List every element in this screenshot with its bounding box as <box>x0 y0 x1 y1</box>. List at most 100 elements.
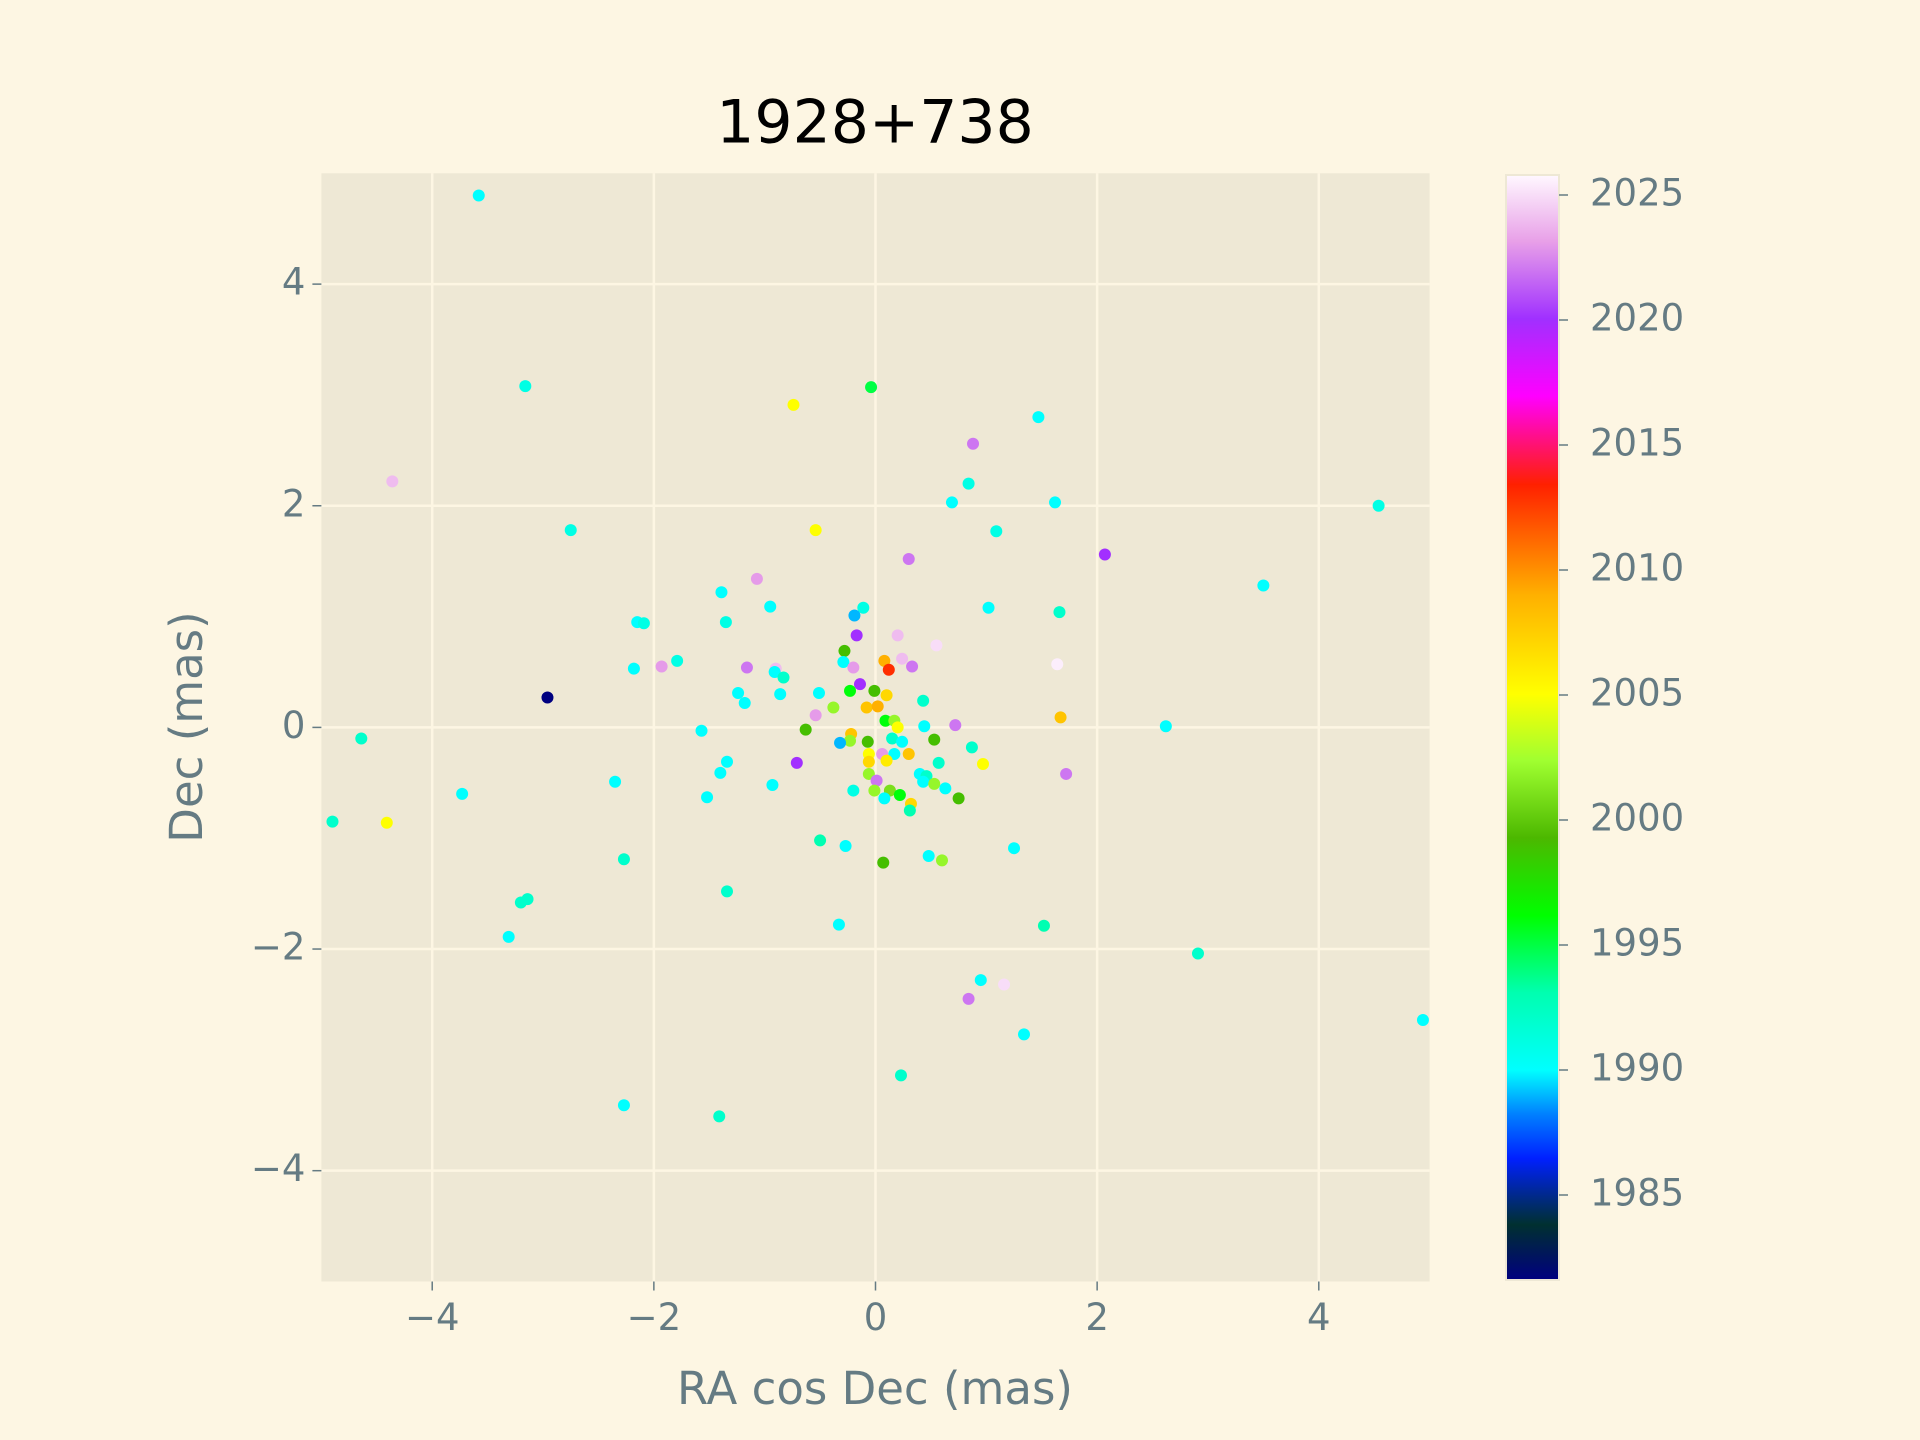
point <box>877 856 890 869</box>
point <box>456 787 469 800</box>
point <box>655 660 668 673</box>
point <box>715 586 728 599</box>
point <box>790 756 803 769</box>
point <box>809 709 822 722</box>
point <box>868 784 881 797</box>
point <box>519 380 532 393</box>
point <box>847 784 860 797</box>
x-tick-label: 4 <box>1307 1296 1331 1339</box>
point <box>878 654 891 667</box>
colorbar-tick-label: 2010 <box>1590 547 1684 590</box>
point <box>713 1110 726 1123</box>
point <box>949 719 962 732</box>
point <box>853 678 866 691</box>
point <box>878 792 891 805</box>
point <box>903 804 916 817</box>
point <box>609 775 622 788</box>
point <box>617 1099 630 1112</box>
colorbar-tick-label: 2000 <box>1590 797 1684 840</box>
point <box>965 741 978 754</box>
point <box>952 792 965 805</box>
y-tick-label: 2 <box>282 482 306 525</box>
colorbar-tick-label: 2025 <box>1590 172 1684 215</box>
point <box>868 684 881 697</box>
y-tick-label: 0 <box>282 704 306 747</box>
point <box>564 524 577 537</box>
point <box>922 849 935 862</box>
point <box>809 524 822 537</box>
point <box>1049 496 1062 509</box>
point <box>774 688 787 701</box>
point <box>998 978 1011 991</box>
point <box>870 774 883 787</box>
point <box>896 735 909 748</box>
point <box>1008 842 1021 855</box>
x-tick-label: 2 <box>1085 1296 1109 1339</box>
point <box>844 684 857 697</box>
point <box>902 747 915 760</box>
point <box>832 918 845 931</box>
point <box>861 735 874 748</box>
point <box>721 885 734 898</box>
point <box>917 694 930 707</box>
colorbar-tick-label: 1990 <box>1590 1047 1684 1090</box>
point <box>838 644 851 657</box>
colorbar-tick-label: 2020 <box>1590 297 1684 340</box>
point <box>939 782 952 795</box>
point <box>935 854 948 867</box>
chart-title: 1928+738 <box>716 88 1034 158</box>
point <box>380 816 393 829</box>
point <box>962 477 975 490</box>
point <box>1053 606 1066 619</box>
point <box>787 398 800 411</box>
point <box>355 732 368 745</box>
point <box>1372 499 1385 512</box>
colorbar-tick-label: 1995 <box>1590 922 1684 965</box>
colorbar <box>1505 174 1560 1281</box>
point <box>850 629 863 642</box>
point <box>896 652 909 665</box>
point <box>967 437 980 450</box>
point <box>714 766 727 779</box>
point <box>857 601 870 614</box>
point <box>719 616 732 629</box>
point <box>928 777 941 790</box>
point <box>1032 411 1045 424</box>
point <box>814 834 827 847</box>
y-tick-label: 4 <box>282 261 306 304</box>
point <box>871 700 884 713</box>
point <box>945 496 958 509</box>
point <box>1416 1013 1429 1026</box>
point <box>847 661 860 674</box>
point <box>701 791 714 804</box>
colorbar-tick-label: 2015 <box>1590 422 1684 465</box>
point <box>860 701 873 714</box>
point <box>879 714 892 727</box>
point <box>827 701 840 714</box>
point <box>326 815 339 828</box>
point <box>891 721 904 734</box>
point <box>976 757 989 770</box>
point <box>982 601 995 614</box>
point <box>880 754 893 767</box>
point <box>738 697 751 710</box>
point <box>764 600 777 613</box>
point <box>766 779 779 792</box>
point <box>502 930 515 943</box>
point <box>514 896 527 909</box>
point <box>386 475 399 488</box>
point <box>990 525 1003 538</box>
point <box>886 732 899 745</box>
y-axis-label: Dec (mas) <box>160 611 213 842</box>
point <box>882 663 895 676</box>
point <box>1037 919 1050 932</box>
point <box>893 789 906 802</box>
point <box>974 974 987 987</box>
point <box>1257 579 1270 592</box>
point <box>834 736 847 749</box>
point <box>695 724 708 737</box>
point <box>627 662 640 675</box>
point <box>928 733 941 746</box>
point <box>721 755 734 768</box>
